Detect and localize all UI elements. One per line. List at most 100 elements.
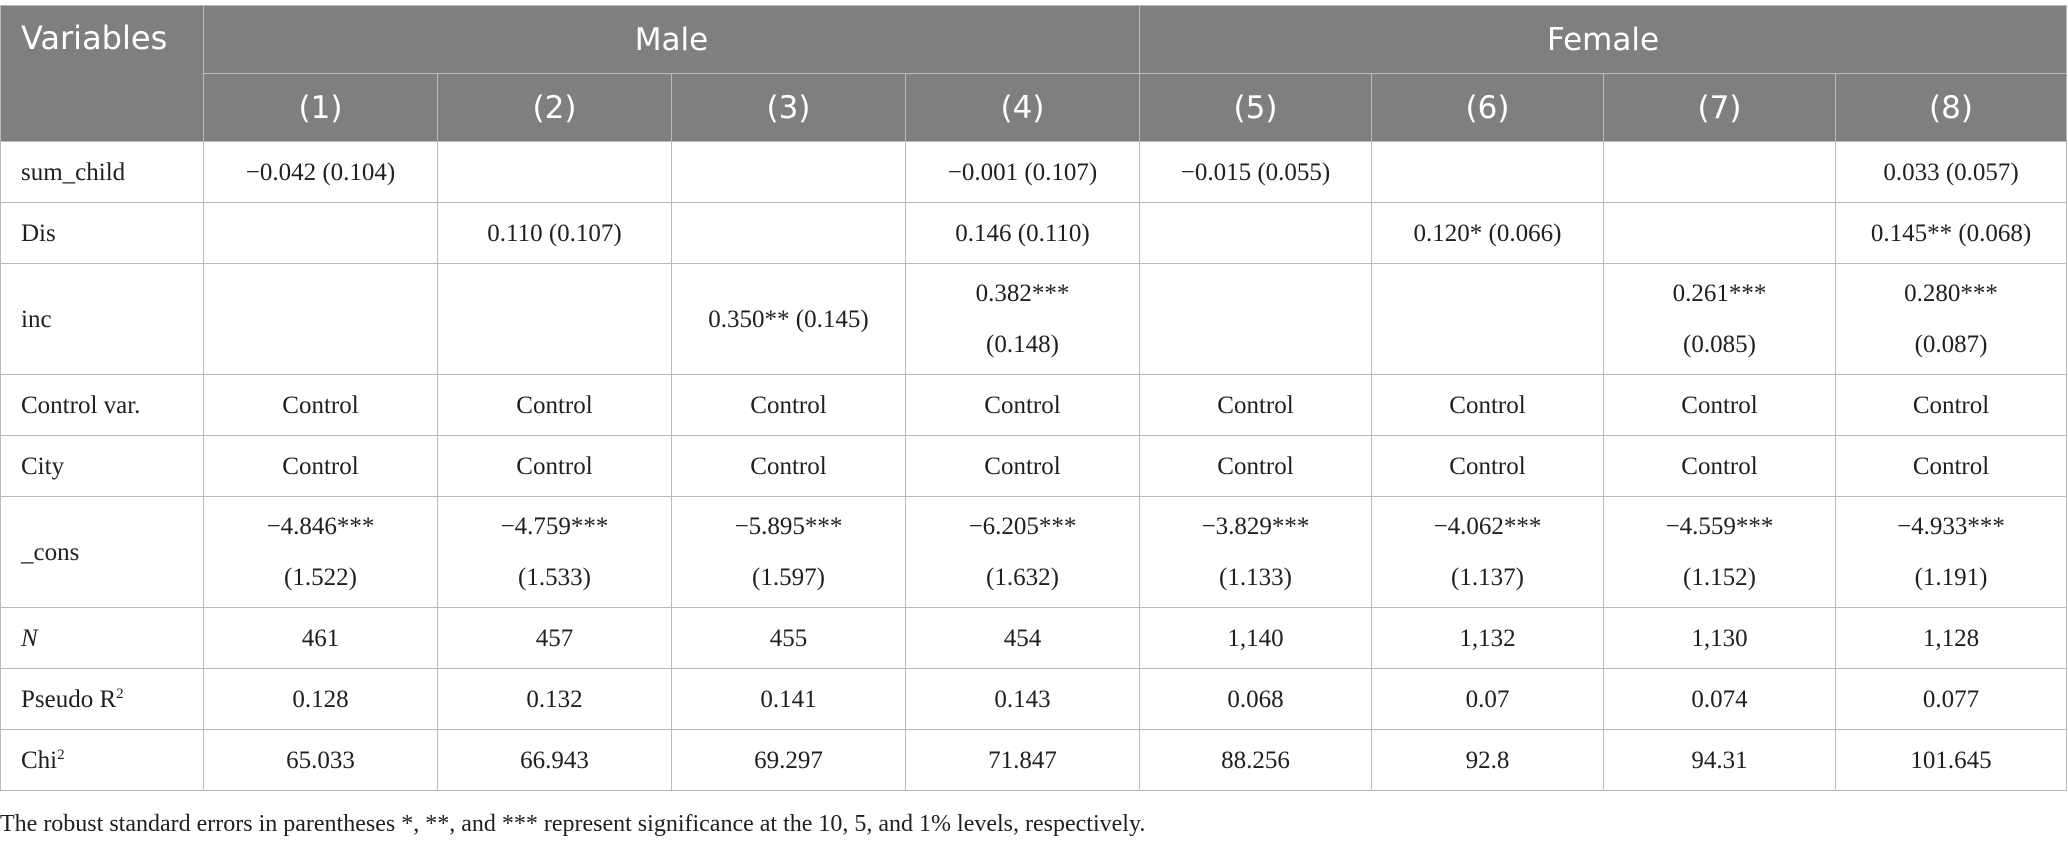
table-cell: 66.943 <box>437 729 672 791</box>
table-header: Variables Male Female (1) (2) (3) (4) (5… <box>0 5 2068 142</box>
table-cell: 0.074 <box>1603 668 1836 730</box>
table-cell: −4.759*** (1.533) <box>437 496 672 608</box>
group-header-female: Female <box>1138 5 2068 74</box>
table-cell: −6.205*** (1.632) <box>905 496 1140 608</box>
table-cell: Control <box>203 374 438 436</box>
table-cell: Control <box>1834 374 2068 436</box>
table-cell: 88.256 <box>1139 729 1372 791</box>
table-cell <box>437 263 672 375</box>
table-cell <box>203 202 438 264</box>
row-label-text: sum_child <box>21 158 126 186</box>
column-header: (1) <box>203 73 438 142</box>
table-cell: 461 <box>203 607 438 669</box>
column-header: (7) <box>1603 73 1836 142</box>
table-cell: −4.559*** (1.152) <box>1603 496 1836 608</box>
table-cell: Control <box>905 374 1140 436</box>
row-label: sum_child <box>0 141 204 203</box>
table-row: _cons −4.846*** (1.522) −4.759*** (1.533) −… <box>0 496 2068 608</box>
table-cell: 0.280*** (0.087) <box>1834 263 2068 375</box>
column-header: (4) <box>905 73 1140 142</box>
column-header: (8) <box>1834 73 2068 142</box>
table-cell: 455 <box>671 607 906 669</box>
row-label-text: Pseudo R <box>21 685 117 713</box>
column-header: (6) <box>1371 73 1604 142</box>
table-cell: 1,128 <box>1834 607 2068 669</box>
table-cell: 0.141 <box>671 668 906 730</box>
table-body: sum_child −0.042 (0.104) −0.001 (0.107) −0.… <box>0 141 2068 791</box>
table-cell: −4.062*** (1.137) <box>1371 496 1604 608</box>
table-footnote: The robust standard errors in parenthese… <box>0 811 1146 837</box>
table-cell: Control <box>203 435 438 497</box>
table-cell: −0.001 (0.107) <box>905 141 1140 203</box>
regression-table: Variables Male Female (1) (2) (3) (4) (5… <box>0 5 2068 791</box>
table-cell: −4.846*** (1.522) <box>203 496 438 608</box>
table-cell: 92.8 <box>1371 729 1604 791</box>
table-cell: −3.829*** (1.133) <box>1139 496 1372 608</box>
table-cell: 0.068 <box>1139 668 1372 730</box>
row-label: Chi2 <box>0 729 204 791</box>
table-cell: 69.297 <box>671 729 906 791</box>
table-cell: −0.042 (0.104) <box>203 141 438 203</box>
table-cell: −5.895*** (1.597) <box>671 496 906 608</box>
table-cell <box>1603 141 1836 203</box>
column-header: (2) <box>437 73 672 142</box>
column-header: (5) <box>1139 73 1372 142</box>
table-row: Pseudo R2 0.128 0.132 0.141 0.143 0.068 0.07 0.… <box>0 668 2068 730</box>
row-label: N <box>0 607 204 669</box>
table-cell: Control <box>1603 435 1836 497</box>
table-cell <box>1371 263 1604 375</box>
table-cell: 0.110 (0.107) <box>437 202 672 264</box>
row-label-text: City <box>21 452 65 480</box>
table-cell: 1,140 <box>1139 607 1372 669</box>
table-cell: −4.933*** (1.191) <box>1834 496 2068 608</box>
row-label-superscript: 2 <box>116 685 124 702</box>
table-cell: 0.382*** (0.148) <box>905 263 1140 375</box>
group-header-male: Male <box>203 5 1140 74</box>
table-cell: 0.146 (0.110) <box>905 202 1140 264</box>
table-cell <box>437 141 672 203</box>
row-label: Dis <box>0 202 204 264</box>
table-cell: 0.128 <box>203 668 438 730</box>
table-row: sum_child −0.042 (0.104) −0.001 (0.107) −0.… <box>0 141 2068 203</box>
variables-header: Variables <box>0 5 204 142</box>
table-cell <box>671 141 906 203</box>
table-cell: Control <box>1139 374 1372 436</box>
table-cell: 0.077 <box>1834 668 2068 730</box>
row-label-text: Control var. <box>21 391 141 419</box>
row-label: _cons <box>0 496 204 608</box>
table-cell: 101.645 <box>1834 729 2068 791</box>
table-cell: Control <box>671 435 906 497</box>
table-cell <box>1603 202 1836 264</box>
table-cell: 94.31 <box>1603 729 1836 791</box>
row-label-text: Chi <box>21 746 58 774</box>
table-cell: 1,130 <box>1603 607 1836 669</box>
table-cell: 0.143 <box>905 668 1140 730</box>
row-label: City <box>0 435 204 497</box>
table-cell: −0.015 (0.055) <box>1139 141 1372 203</box>
row-label: Pseudo R2 <box>0 668 204 730</box>
table-cell: Control <box>1371 374 1604 436</box>
table-cell: 71.847 <box>905 729 1140 791</box>
table-cell <box>1139 202 1372 264</box>
table-cell: 0.120* (0.066) <box>1371 202 1604 264</box>
table-cell: Control <box>1139 435 1372 497</box>
table-cell: 454 <box>905 607 1140 669</box>
table-cell: Control <box>905 435 1140 497</box>
table-row: City Control Control Control Control Control C… <box>0 435 2068 497</box>
row-label-text: Dis <box>21 219 56 247</box>
table-cell: 457 <box>437 607 672 669</box>
table-cell <box>1139 263 1372 375</box>
table-cell: Control <box>437 435 672 497</box>
table-cell <box>671 202 906 264</box>
table-cell: 65.033 <box>203 729 438 791</box>
table-row: N 461 457 455 454 1,140 1,132 1,130 1,128 <box>0 607 2068 669</box>
table-cell: Control <box>437 374 672 436</box>
row-label-superscript: 2 <box>57 746 65 763</box>
table-cell: Control <box>1371 435 1604 497</box>
table-cell: Control <box>671 374 906 436</box>
table-cell: 0.350** (0.145) <box>671 263 906 375</box>
table-row: Chi2 65.033 66.943 69.297 71.847 88.256 92.8 94… <box>0 729 2068 791</box>
table-cell: 0.261*** (0.085) <box>1603 263 1836 375</box>
row-label-text: _cons <box>21 538 80 566</box>
table-row: inc 0.350** (0.145) 0.382*** (0.148) 0.261*… <box>0 263 2068 375</box>
